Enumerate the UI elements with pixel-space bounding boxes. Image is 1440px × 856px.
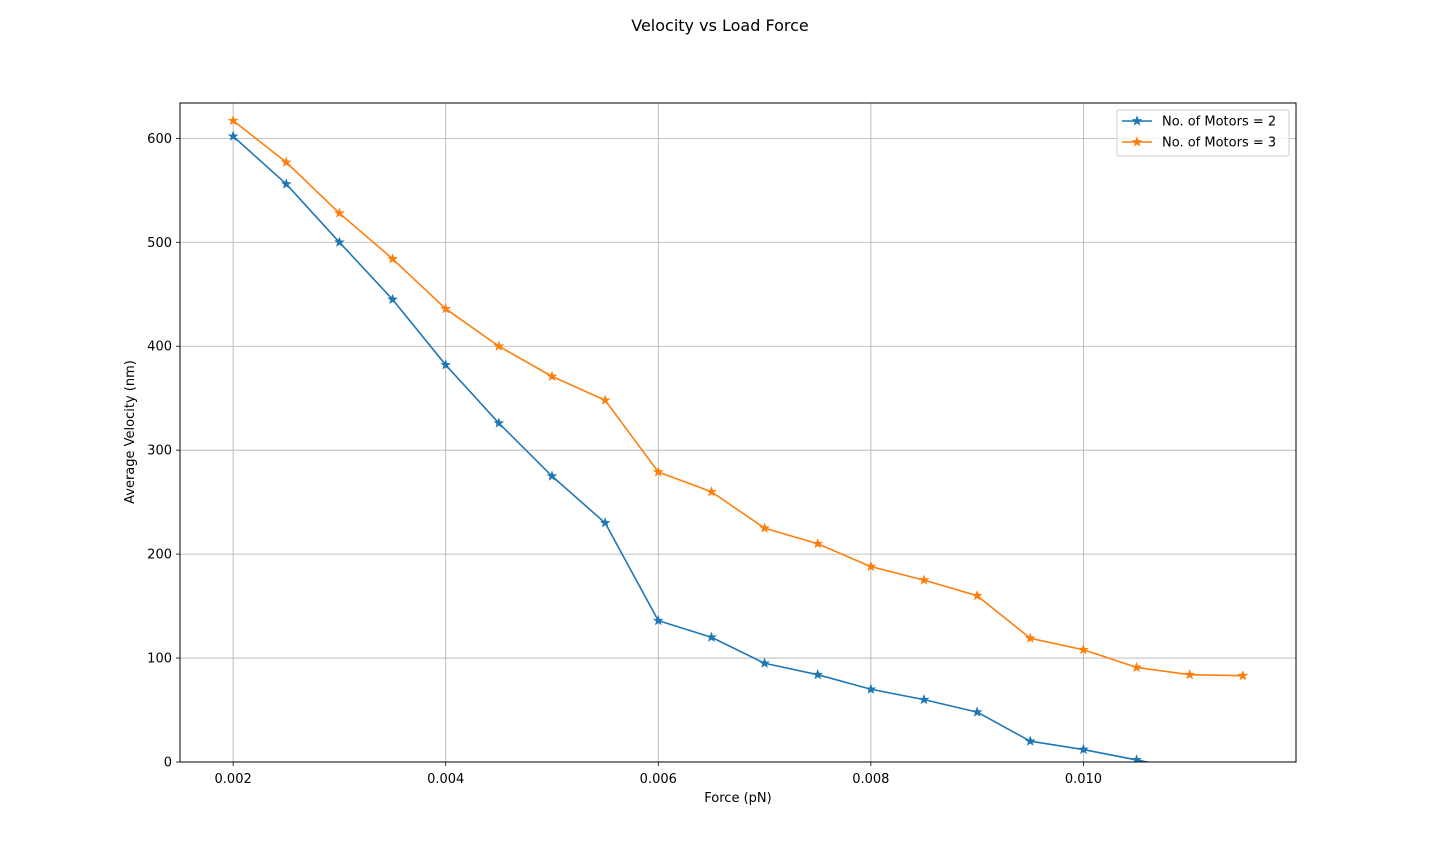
x-tick-label: 0.004 [427, 772, 464, 787]
data-point-star [812, 538, 824, 549]
data-point-star [652, 614, 664, 626]
data-point-star [1237, 670, 1249, 681]
legend: No. of Motors = 2 No. of Motors = 3 [1116, 109, 1290, 157]
data-point-star [971, 590, 983, 601]
y-axis-label: Average Velocity (nm) [123, 360, 138, 504]
data-point-star [334, 207, 345, 218]
data-point-star [865, 683, 877, 694]
data-point-star [652, 466, 664, 477]
data-point-star [387, 293, 398, 305]
data-point-star [599, 517, 611, 528]
y-tick-label: 200 [147, 548, 172, 563]
series-2 [227, 115, 1249, 681]
x-axis: 0.002 0.004 0.006 0.008 0.010 [215, 762, 1102, 787]
legend-marker [1131, 115, 1143, 126]
y-tick-label: 100 [147, 652, 172, 667]
x-tick-label: 0.006 [640, 772, 677, 787]
chart-title: Velocity vs Load Force [631, 16, 809, 35]
data-point-star [280, 178, 292, 189]
data-point-star [706, 631, 717, 642]
legend-label: No. of Motors = 3 [1162, 136, 1276, 151]
data-point-star [1024, 632, 1036, 643]
data-point-star [493, 340, 505, 351]
legend-marker [1131, 136, 1143, 147]
data-point-star [546, 470, 558, 481]
series-layer [227, 115, 1249, 762]
data-point-star [493, 417, 505, 428]
x-tick-label: 0.008 [852, 772, 889, 787]
x-tick-label: 0.002 [215, 772, 252, 787]
y-tick-label: 300 [147, 444, 172, 459]
y-tick-label: 600 [147, 132, 172, 147]
data-point-star [1024, 735, 1036, 746]
data-point-star [227, 130, 239, 141]
data-point-star [918, 574, 930, 585]
legend-box [1116, 109, 1290, 157]
data-point-star [599, 394, 611, 405]
data-point-star [759, 522, 770, 533]
data-point-star [546, 370, 558, 381]
y-tick-label: 500 [147, 236, 172, 251]
data-point-star [759, 657, 770, 668]
series-line [232, 135, 1152, 762]
data-point-star [1131, 661, 1142, 672]
data-point-star [1078, 743, 1089, 755]
data-point-star [812, 669, 824, 680]
data-point-star [918, 693, 930, 705]
data-point-star [227, 115, 239, 126]
data-point-star [440, 303, 452, 314]
x-axis-label: Force (pN) [704, 791, 771, 806]
data-point-star [1184, 669, 1196, 680]
data-point-star [1078, 644, 1089, 655]
data-point-star [440, 359, 452, 370]
data-point-star [334, 236, 345, 247]
y-tick-label: 400 [147, 340, 172, 355]
y-tick-label: 0 [164, 756, 172, 771]
data-point-star [706, 486, 717, 497]
plot-frame [179, 102, 1297, 763]
data-point-star [387, 253, 398, 264]
series-line [232, 120, 1243, 677]
data-point-star [280, 156, 292, 167]
legend-label: No. of Motors = 2 [1162, 115, 1276, 130]
y-axis: 0 100 200 300 400 500 600 [147, 132, 180, 771]
x-tick-label: 0.010 [1065, 772, 1102, 787]
data-point-star [971, 706, 983, 717]
series-1 [227, 130, 1152, 762]
data-point-star [865, 560, 877, 572]
